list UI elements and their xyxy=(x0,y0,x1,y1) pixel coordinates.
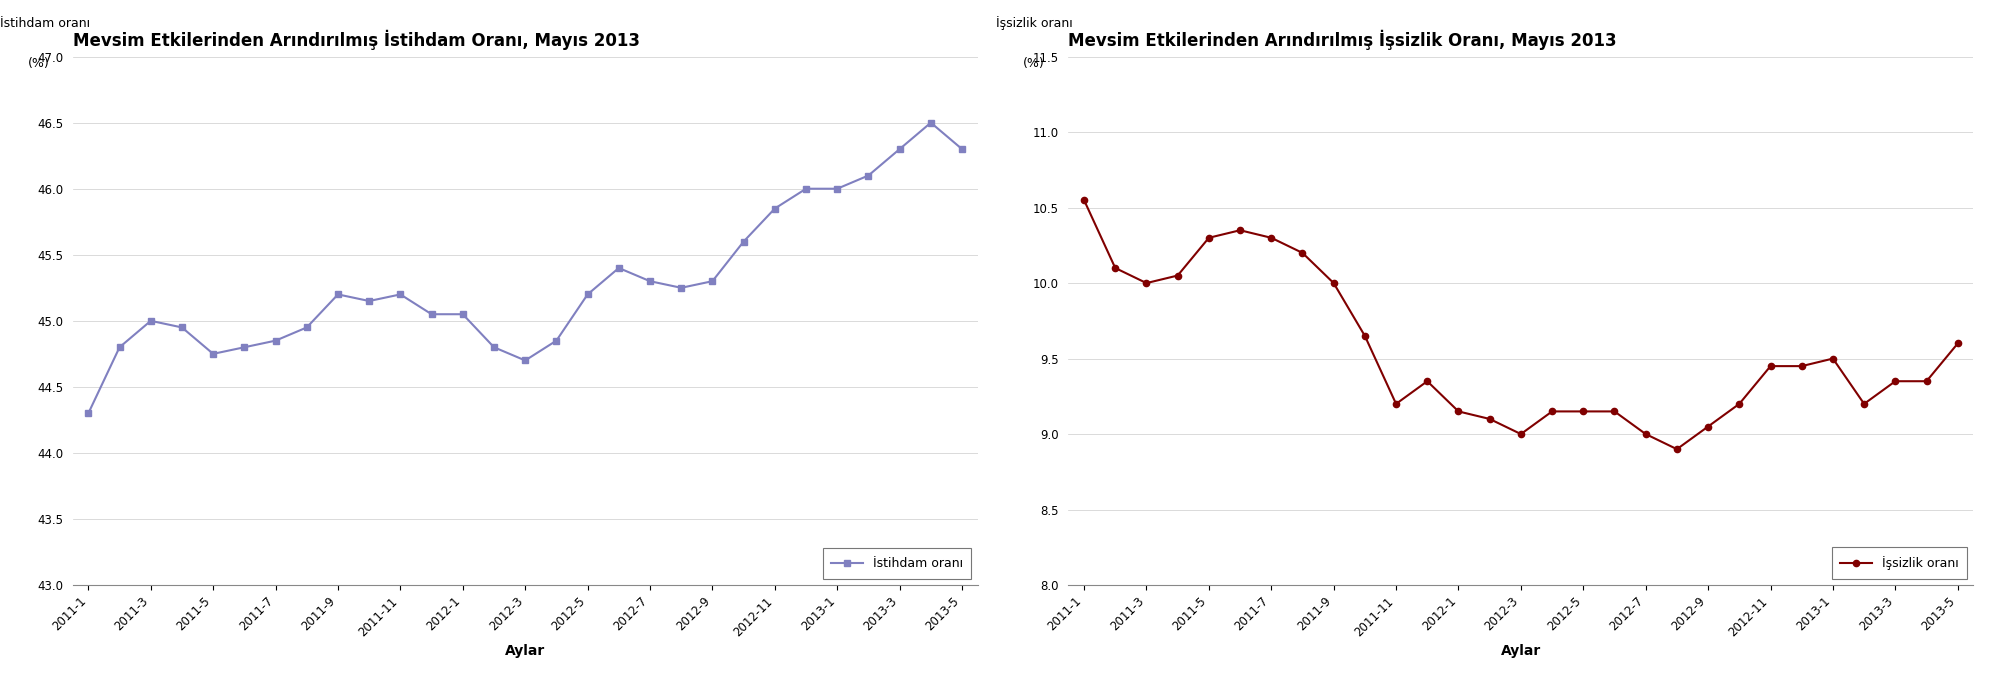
İşsizlik oranı xyxy=(1633,430,1657,438)
Line: İstihdam oranı: İstihdam oranı xyxy=(86,119,965,416)
İstihdam oranı xyxy=(233,343,257,351)
İstihdam oranı xyxy=(481,343,505,351)
İstihdam oranı xyxy=(358,297,382,305)
İşsizlik oranı xyxy=(1414,377,1438,385)
İstihdam oranı xyxy=(545,337,569,345)
İşsizlik oranı xyxy=(1788,362,1812,370)
İstihdam oranı xyxy=(825,185,849,193)
İstihdam oranı xyxy=(949,145,973,153)
İşsizlik oranı xyxy=(1446,408,1470,416)
İstihdam oranı xyxy=(420,310,444,319)
İşsizlik oranı xyxy=(1291,249,1315,257)
İstihdam oranı xyxy=(668,284,692,292)
İstihdam oranı xyxy=(107,343,131,351)
İstihdam oranı xyxy=(638,277,662,286)
İşsizlik oranı xyxy=(1882,377,1905,385)
İşsizlik oranı xyxy=(1134,279,1158,287)
Text: İşsizlik oranı: İşsizlik oranı xyxy=(996,16,1072,30)
İşsizlik oranı xyxy=(1072,196,1096,204)
İşsizlik oranı xyxy=(1384,400,1408,408)
İstihdam oranı xyxy=(732,238,756,246)
Legend: İşsizlik oranı: İşsizlik oranı xyxy=(1830,547,1965,578)
İşsizlik oranı xyxy=(1820,354,1844,362)
İşsizlik oranı xyxy=(1539,408,1563,416)
İstihdam oranı xyxy=(169,323,193,331)
İstihdam oranı xyxy=(513,356,537,365)
İstihdam oranı xyxy=(76,409,99,417)
İşsizlik oranı xyxy=(1195,234,1219,242)
İşsizlik oranı xyxy=(1259,234,1283,242)
İstihdam oranı xyxy=(326,290,350,298)
İşsizlik oranı xyxy=(1695,423,1718,431)
Text: İstihdam oranı: İstihdam oranı xyxy=(0,17,90,30)
İstihdam oranı xyxy=(452,310,475,319)
İşsizlik oranı xyxy=(1726,400,1750,408)
İstihdam oranı xyxy=(201,350,225,358)
İşsizlik oranı xyxy=(1665,445,1689,453)
İstihdam oranı xyxy=(607,264,631,272)
X-axis label: Aylar: Aylar xyxy=(505,645,545,658)
Legend: İstihdam oranı: İstihdam oranı xyxy=(821,548,971,578)
İşsizlik oranı xyxy=(1571,408,1595,416)
İşsizlik oranı xyxy=(1166,271,1189,279)
İstihdam oranı xyxy=(887,145,911,153)
İstihdam oranı xyxy=(263,337,286,345)
İstihdam oranı xyxy=(575,290,599,298)
İşsizlik oranı xyxy=(1353,332,1376,340)
X-axis label: Aylar: Aylar xyxy=(1500,645,1539,658)
İstihdam oranı xyxy=(700,277,724,286)
İşsizlik oranı xyxy=(1852,400,1876,408)
Line: İşsizlik oranı: İşsizlik oranı xyxy=(1080,197,1959,452)
İşsizlik oranı xyxy=(1102,264,1126,272)
Text: Mevsim Etkilerinden Arındırılmış İstihdam Oranı, Mayıs 2013: Mevsim Etkilerinden Arındırılmış İstihda… xyxy=(74,29,638,49)
İşsizlik oranı xyxy=(1945,340,1969,348)
İşsizlik oranı xyxy=(1601,408,1625,416)
İstihdam oranı xyxy=(855,171,879,180)
İstihdam oranı xyxy=(794,185,817,193)
İstihdam oranı xyxy=(388,290,412,298)
İstihdam oranı xyxy=(139,317,163,325)
İşsizlik oranı xyxy=(1508,430,1532,438)
İstihdam oranı xyxy=(919,119,943,127)
İstihdam oranı xyxy=(762,205,786,213)
Text: Mevsim Etkilerinden Arındırılmış İşsizlik Oranı, Mayıs 2013: Mevsim Etkilerinden Arındırılmış İşsizli… xyxy=(1068,29,1617,49)
İşsizlik oranı xyxy=(1478,415,1502,423)
Text: (%): (%) xyxy=(1022,57,1044,70)
İşsizlik oranı xyxy=(1321,279,1345,287)
İstihdam oranı xyxy=(294,323,318,331)
İşsizlik oranı xyxy=(1227,226,1251,234)
İşsizlik oranı xyxy=(1913,377,1937,385)
İşsizlik oranı xyxy=(1758,362,1782,370)
Text: (%): (%) xyxy=(28,57,50,70)
